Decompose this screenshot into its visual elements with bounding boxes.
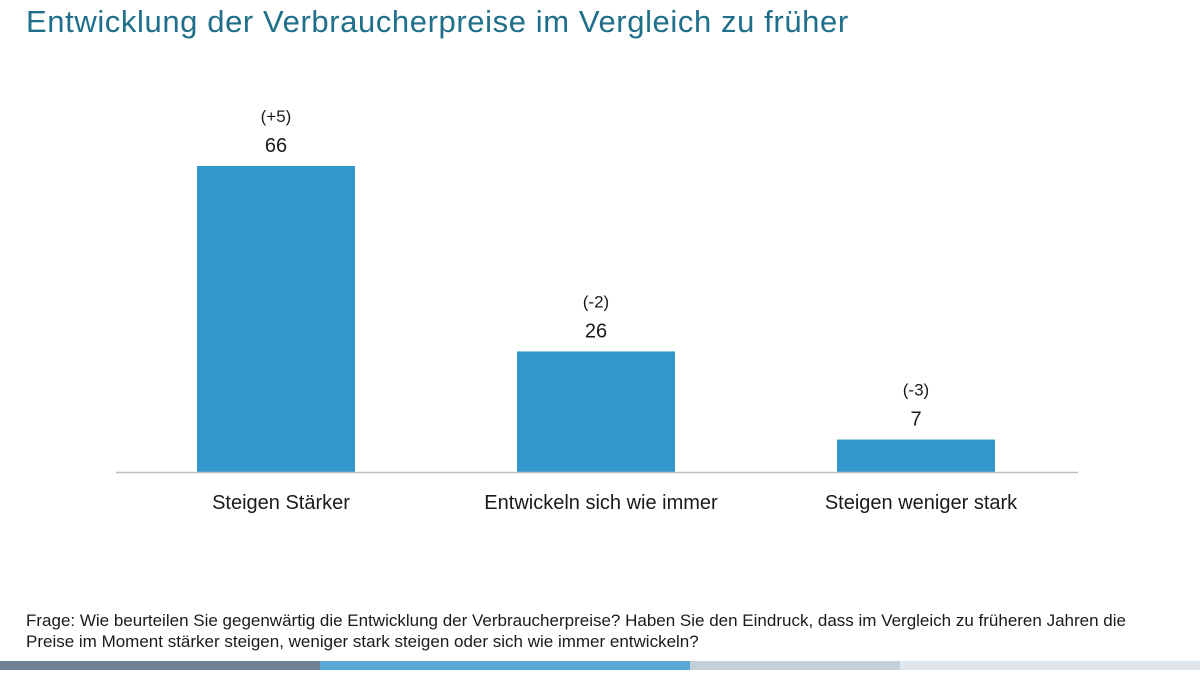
footer-strip-segment-1 — [0, 661, 320, 670]
bar-2 — [517, 351, 675, 472]
change-label-1: (+5) — [261, 107, 292, 126]
footer-strip-segment-3 — [690, 661, 900, 670]
bar-3 — [837, 439, 995, 472]
chart-title: Entwicklung der Verbraucherpreise im Ver… — [26, 4, 849, 39]
data-label-1: 66 — [265, 135, 287, 157]
change-label-2: (-2) — [583, 292, 609, 311]
data-label-3: 7 — [910, 409, 921, 431]
bar-1 — [197, 166, 355, 472]
question-text: Frage: Wie beurteilen Sie gegenwärtig di… — [26, 611, 1126, 651]
footer-strip-segment-4 — [900, 661, 1200, 670]
data-label-2: 26 — [585, 320, 607, 342]
footer-color-strip — [0, 661, 1200, 670]
change-label-3: (-3) — [903, 381, 929, 400]
bar-chart: 66 (+5) Steigen Stärker 26 (-2) Entwickeln si… — [116, 107, 1078, 514]
category-label-3: Steigen weniger stark — [825, 492, 1018, 514]
footer-strip-segment-2 — [320, 661, 690, 670]
category-label-1: Steigen Stärker — [212, 492, 350, 514]
category-label-2: Entwickeln sich wie immer — [484, 492, 718, 514]
